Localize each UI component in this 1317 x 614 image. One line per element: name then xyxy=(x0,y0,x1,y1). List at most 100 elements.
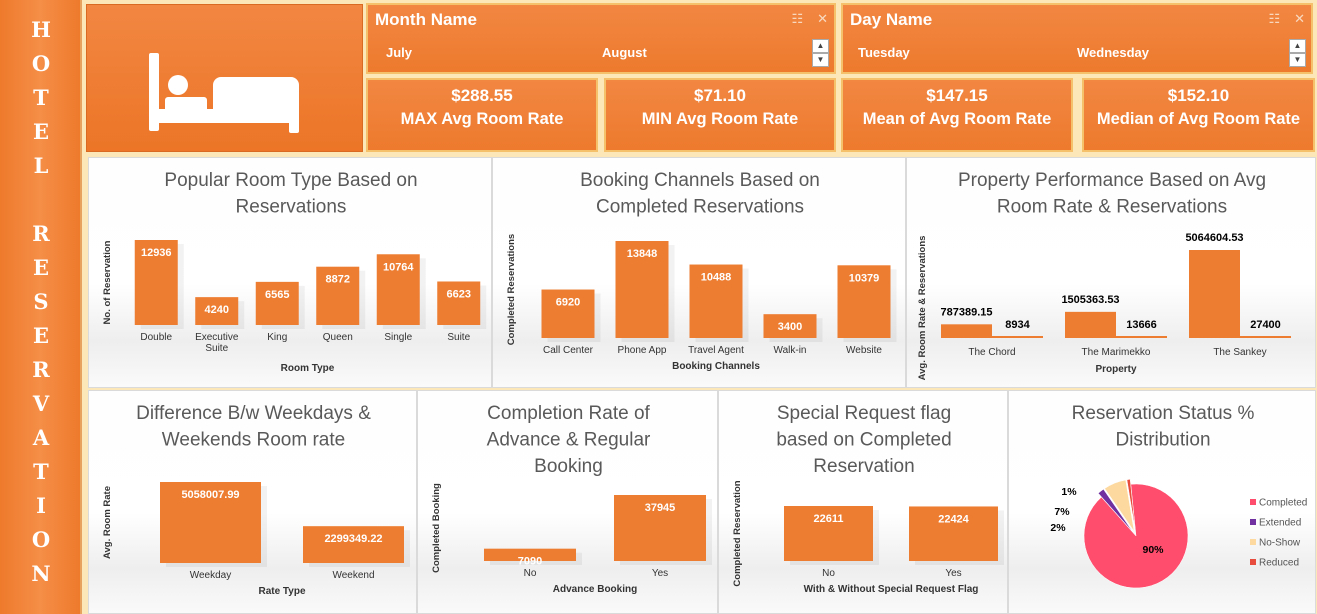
bar[interactable] xyxy=(484,548,576,561)
pie-slice[interactable] xyxy=(1126,479,1136,532)
bar[interactable] xyxy=(1189,250,1240,338)
data-label: 10764 xyxy=(383,261,414,273)
pie-slice[interactable] xyxy=(1083,483,1189,589)
data-label: 2% xyxy=(1050,522,1066,534)
chart-title: Weekends Room rate xyxy=(162,430,345,451)
data-label: 8934 xyxy=(1005,319,1030,331)
month-slicer-scroll[interactable]: ▲ ▼ xyxy=(812,39,829,68)
y-axis-label: Avg. Room Rate & Reservations xyxy=(917,236,928,381)
hotel-bed-logo xyxy=(86,4,363,152)
data-label: 1505363.53 xyxy=(1061,294,1119,306)
clear-filter-icon[interactable]: ✕ xyxy=(817,11,828,26)
sidebar-title-letter: S xyxy=(33,289,49,314)
scroll-up-icon[interactable]: ▲ xyxy=(1289,39,1306,53)
data-label: 5058007.99 xyxy=(181,489,239,501)
tick-label: The Sankey xyxy=(1213,347,1266,358)
chart-svg: Property Performance Based on Avg Room Ra… xyxy=(917,170,1291,381)
tick-label: Yes xyxy=(652,568,668,579)
bar[interactable] xyxy=(941,324,992,338)
legend-swatch xyxy=(1250,499,1256,505)
bar[interactable] xyxy=(437,281,481,325)
kpi-max-avg-room-rate: $288.55 MAX Avg Room Rate xyxy=(366,78,598,152)
bar[interactable] xyxy=(303,526,404,563)
y-axis-label: Completed Reservation xyxy=(732,480,743,586)
sidebar-title-letter: R xyxy=(32,357,50,382)
scroll-up-icon[interactable]: ▲ xyxy=(812,39,829,53)
sidebar-title-letter: H xyxy=(31,17,51,42)
bar[interactable] xyxy=(763,314,817,338)
scroll-down-icon[interactable]: ▼ xyxy=(1289,53,1306,67)
multi-select-icon[interactable]: ☷ xyxy=(1268,11,1281,26)
tick-label: The Marimekko xyxy=(1082,347,1151,358)
bar[interactable] xyxy=(992,336,1043,338)
chart-svg: Reservation Status % Distribution 90% 2% 7% 1… xyxy=(1050,403,1307,589)
month-slicer[interactable]: Month Name ☷ ✕ July August ▲ ▼ xyxy=(366,3,836,74)
bar[interactable] xyxy=(134,240,178,325)
legend-label: Extended xyxy=(1259,518,1301,529)
sidebar-title-letter: L xyxy=(33,153,49,178)
tick-label: Website xyxy=(846,345,882,356)
chart-title: Popular Room Type Based on xyxy=(164,170,417,191)
multi-select-icon[interactable]: ☷ xyxy=(791,11,804,26)
data-label: 7% xyxy=(1054,506,1070,518)
bar[interactable] xyxy=(376,254,420,325)
slicer-item-august[interactable]: August xyxy=(602,45,647,60)
x-axis-label: Property xyxy=(1095,364,1137,375)
kpi-label: MIN Avg Room Rate xyxy=(641,110,799,128)
pie-slice[interactable] xyxy=(1104,479,1135,532)
chart-title: Reservation Status % xyxy=(1072,403,1255,424)
bar[interactable] xyxy=(160,482,261,563)
data-label: 6565 xyxy=(265,289,289,301)
tick-label: Weekday xyxy=(190,570,232,581)
chart-title: Reservations xyxy=(236,197,347,218)
sidebar-title-letter: E xyxy=(32,119,49,144)
bar[interactable] xyxy=(541,289,595,338)
tick-label: Double xyxy=(140,332,172,343)
slicer-item-wednesday[interactable]: Wednesday xyxy=(1077,45,1150,60)
data-label: 10379 xyxy=(849,272,880,284)
slicer-item-july[interactable]: July xyxy=(386,45,413,60)
sidebar-title-letter: O xyxy=(31,51,51,76)
sidebar-title-letter: O xyxy=(31,527,51,552)
chart-title: Advance & Regular xyxy=(487,430,651,451)
legend-label: No-Show xyxy=(1259,538,1301,549)
tick-label: The Chord xyxy=(968,347,1015,358)
data-label: 37945 xyxy=(645,502,676,514)
kpi-mean-avg-room-rate: $147.15 Mean of Avg Room Rate xyxy=(841,78,1073,152)
bar[interactable] xyxy=(316,266,360,325)
bed-icon xyxy=(149,53,299,133)
chart-title: Difference B/w Weekdays & xyxy=(136,403,371,424)
bar[interactable] xyxy=(255,281,299,325)
legend-label: Reduced xyxy=(1259,558,1299,569)
sidebar-title-letter: T xyxy=(33,85,49,110)
bar[interactable] xyxy=(614,495,706,561)
bar[interactable] xyxy=(837,265,891,338)
chart-svg: Popular Room Type Based on Reservations 12… xyxy=(102,170,487,374)
kpi-value: $71.10 xyxy=(694,86,746,105)
bar[interactable] xyxy=(784,506,873,561)
kpi-value: $288.55 xyxy=(451,86,513,105)
kpi-value: $147.15 xyxy=(926,86,988,105)
clear-filter-icon[interactable]: ✕ xyxy=(1294,11,1305,26)
bar[interactable] xyxy=(1116,336,1167,338)
bar[interactable] xyxy=(195,297,239,325)
pie-slice[interactable] xyxy=(1097,488,1134,533)
x-axis-label: Rate Type xyxy=(258,586,305,597)
bar[interactable] xyxy=(1065,311,1116,338)
scroll-down-icon[interactable]: ▼ xyxy=(812,53,829,67)
day-slicer[interactable]: Day Name ☷ ✕ Tuesday Wednesday ▲ ▼ xyxy=(841,3,1313,74)
sidebar-title-letter: I xyxy=(36,493,46,518)
data-label: 5064604.53 xyxy=(1185,232,1243,244)
chart-room-type: Popular Room Type Based on Reservations 12… xyxy=(88,157,492,388)
day-slicer-scroll[interactable]: ▲ ▼ xyxy=(1289,39,1306,68)
chart-svg: Booking Channels Based on Completed Reser… xyxy=(506,170,897,372)
sidebar-title-letter: R xyxy=(32,221,50,246)
slicer-item-tuesday[interactable]: Tuesday xyxy=(858,45,910,60)
bar[interactable] xyxy=(615,241,669,338)
bar[interactable] xyxy=(1240,336,1291,338)
y-axis-label: Completed Reservations xyxy=(506,234,517,345)
x-axis-label: Advance Booking xyxy=(553,584,637,595)
bar[interactable] xyxy=(909,506,998,561)
bar[interactable] xyxy=(689,264,743,338)
